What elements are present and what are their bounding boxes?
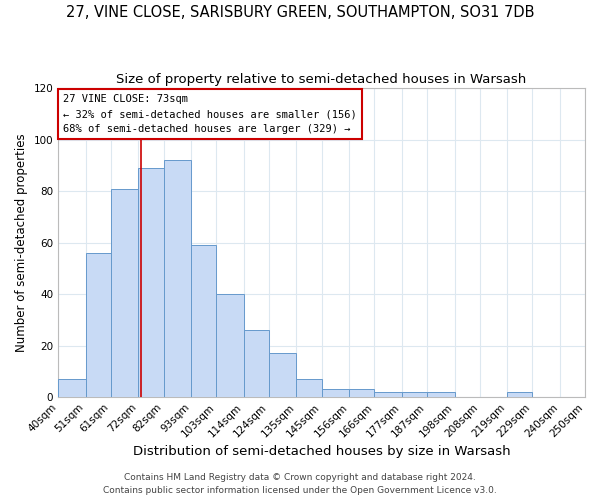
Bar xyxy=(111,188,139,397)
Bar xyxy=(191,245,216,397)
Bar xyxy=(349,390,374,397)
Bar xyxy=(507,392,532,397)
Y-axis label: Number of semi-detached properties: Number of semi-detached properties xyxy=(15,134,28,352)
Bar xyxy=(296,379,322,397)
Bar xyxy=(244,330,269,397)
Bar xyxy=(216,294,244,397)
Text: 27, VINE CLOSE, SARISBURY GREEN, SOUTHAMPTON, SO31 7DB: 27, VINE CLOSE, SARISBURY GREEN, SOUTHAM… xyxy=(66,5,534,20)
Bar xyxy=(402,392,427,397)
Text: Contains HM Land Registry data © Crown copyright and database right 2024.
Contai: Contains HM Land Registry data © Crown c… xyxy=(103,474,497,495)
Bar xyxy=(269,354,296,397)
Bar xyxy=(374,392,402,397)
Title: Size of property relative to semi-detached houses in Warsash: Size of property relative to semi-detach… xyxy=(116,72,527,86)
Bar xyxy=(139,168,164,397)
Bar xyxy=(58,379,86,397)
Bar xyxy=(164,160,191,397)
Bar xyxy=(427,392,455,397)
Bar xyxy=(322,390,349,397)
Text: 27 VINE CLOSE: 73sqm
← 32% of semi-detached houses are smaller (156)
68% of semi: 27 VINE CLOSE: 73sqm ← 32% of semi-detac… xyxy=(64,94,357,134)
X-axis label: Distribution of semi-detached houses by size in Warsash: Distribution of semi-detached houses by … xyxy=(133,444,511,458)
Bar xyxy=(86,253,111,397)
